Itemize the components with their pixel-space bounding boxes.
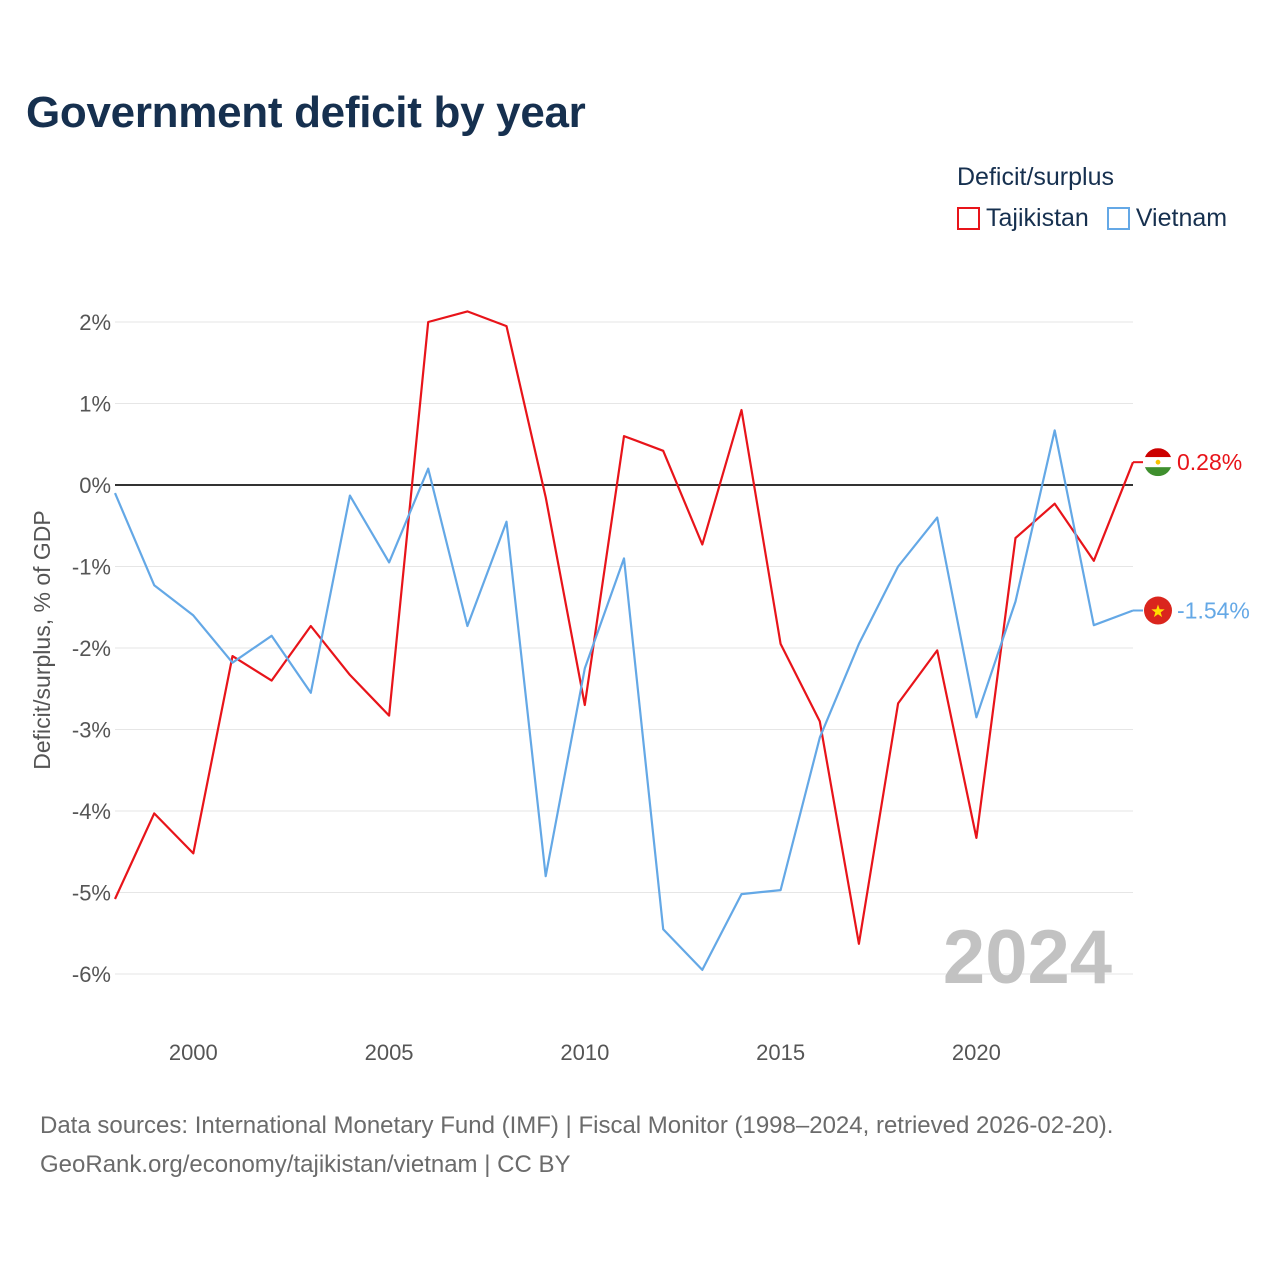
legend-title: Deficit/surplus: [957, 163, 1114, 191]
y-tick-label: -1%: [72, 555, 111, 580]
year-watermark: 2024: [943, 915, 1112, 1000]
x-tick-label: 2005: [365, 1040, 414, 1065]
source-line: Data sources: International Monetary Fun…: [40, 1112, 1114, 1139]
y-tick-label: 2%: [79, 310, 111, 335]
x-axis-ticks: 2000 2005 2010 2015 2020: [169, 1040, 1001, 1065]
series-line-vietnam[interactable]: [113, 429, 1134, 972]
legend: Tajikistan Vietnam: [957, 204, 1227, 233]
vietnam-flag-icon: [1144, 596, 1172, 625]
legend-swatch-vietnam: [1106, 207, 1130, 230]
data-source-note: Data sources: International Monetary Fun…: [40, 1106, 1113, 1184]
legend-item-vietnam[interactable]: Vietnam: [1106, 204, 1228, 233]
tajikistan-flag-icon: [1144, 448, 1172, 477]
x-tick-label: 2010: [560, 1040, 609, 1065]
series-line-tajikistan[interactable]: [113, 310, 1135, 945]
x-tick-label: 2000: [169, 1040, 218, 1065]
chart-title: Government deficit by year: [26, 88, 586, 137]
vietnam-end-label: -1.54%: [1177, 598, 1250, 624]
y-tick-label: -6%: [72, 962, 111, 987]
legend-label-vietnam: Vietnam: [1135, 204, 1228, 232]
y-tick-label: -5%: [72, 881, 111, 906]
y-tick-label: -2%: [72, 636, 111, 661]
y-axis-ticks: 2% 1% 0% -1% -2% -3% -4% -5% -6%: [72, 310, 111, 987]
legend-swatch-tajikistan: [957, 207, 980, 230]
x-tick-label: 2015: [756, 1040, 805, 1065]
gridlines: [115, 321, 1133, 975]
legend-item-tajikistan[interactable]: Tajikistan: [957, 204, 1089, 233]
x-tick-label: 2020: [952, 1040, 1001, 1065]
y-tick-label: -3%: [72, 718, 111, 743]
tajikistan-end-label: 0.28%: [1177, 449, 1242, 475]
legend-label-tajikistan: Tajikistan: [986, 204, 1089, 232]
y-axis-title: Deficit/surplus, % of GDP: [29, 510, 55, 769]
attribution-line: GeoRank.org/economy/tajikistan/vietnam |…: [40, 1151, 571, 1178]
y-tick-label: 0%: [79, 473, 111, 498]
y-tick-label: -4%: [72, 799, 111, 824]
series-lines: [113, 310, 1143, 972]
y-tick-label: 1%: [79, 392, 111, 417]
